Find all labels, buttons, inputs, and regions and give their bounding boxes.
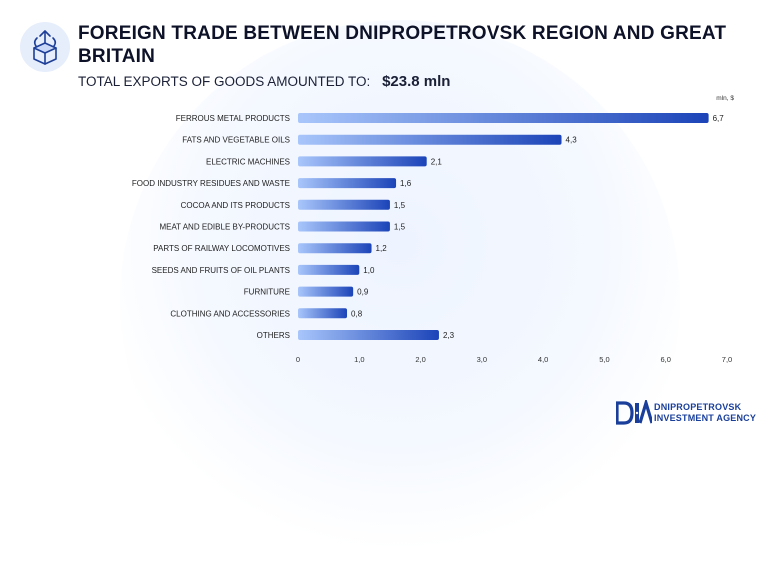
bar: [298, 264, 360, 275]
unit-label: mln, $: [716, 95, 734, 102]
dia-logo-icon: [616, 400, 652, 425]
category-label: PARTS OF RAILWAY LOCOMOTIVES: [153, 244, 290, 253]
total-exports-line: TOTAL EXPORTS OF GOODS AMOUNTED TO: $23.…: [78, 73, 450, 90]
bar: [298, 134, 562, 145]
value-label: 0,9: [357, 288, 369, 297]
category-label: SEEDS AND FRUITS OF OIL PLANTS: [152, 266, 290, 275]
bar: [298, 243, 372, 254]
exports-bar-chart: mln, $ FERROUS METAL PRODUCTS 6,7 FATS AND…: [132, 95, 734, 364]
total-exports-value: $23.8 mln: [382, 73, 451, 90]
x-tick-label: 3,0: [477, 355, 487, 364]
value-label: 2,3: [443, 331, 455, 340]
x-tick-label: 4,0: [538, 355, 548, 364]
value-label: 6,7: [713, 114, 725, 123]
category-label: CLOTHING AND ACCESSORIES: [170, 309, 290, 318]
value-label: 1,6: [400, 179, 412, 188]
x-tick-label: 7,0: [722, 355, 732, 364]
bar: [298, 178, 397, 189]
agency-name: DNIPROPETROVSK INVESTMENT AGENCY: [654, 402, 756, 424]
category-label: ELECTRIC MACHINES: [206, 157, 290, 166]
bar: [298, 330, 439, 340]
bar: [298, 113, 709, 123]
bar: [298, 308, 348, 319]
x-tick-label: 2,0: [415, 355, 425, 364]
agency-name-line-1: DNIPROPETROVSK: [654, 402, 742, 412]
category-label: COCOA AND ITS PRODUCTS: [181, 201, 290, 210]
category-label: MEAT AND EDIBLE BY-PRODUCTS: [159, 223, 290, 232]
bar: [298, 286, 354, 297]
x-tick-label: 6,0: [660, 355, 670, 364]
x-tick-label: 5,0: [599, 355, 609, 364]
bar: [298, 221, 390, 232]
category-label: FERROUS METAL PRODUCTS: [176, 114, 290, 123]
value-label: 1,5: [394, 223, 406, 232]
category-label: FOOD INDUSTRY RESIDUES AND WASTE: [132, 179, 290, 188]
value-label: 2,1: [431, 157, 443, 166]
category-label: FURNITURE: [244, 288, 290, 297]
total-exports-label: TOTAL EXPORTS OF GOODS AMOUNTED TO:: [78, 74, 371, 89]
category-label: FATS AND VEGETABLE OILS: [182, 136, 290, 145]
bar: [298, 156, 427, 167]
x-tick-label: 0: [296, 355, 300, 364]
category-label: OTHERS: [257, 331, 290, 340]
value-label: 0,8: [351, 309, 363, 318]
value-label: 1,0: [363, 266, 375, 275]
x-tick-label: 1,0: [354, 355, 364, 364]
trade-box-icon: [20, 22, 70, 72]
value-label: 4,3: [566, 136, 578, 145]
x-axis: 0 1,0 2,0 3,0 4,0 5,0 6,0 7,0: [296, 355, 732, 364]
page-title: FOREIGN TRADE BETWEEN DNIPROPETROVSK REG…: [78, 23, 727, 67]
bar: [298, 199, 390, 210]
agency-name-line-2: INVESTMENT AGENCY: [654, 413, 757, 423]
value-label: 1,2: [376, 244, 388, 253]
value-label: 1,5: [394, 201, 406, 210]
bars-group: FERROUS METAL PRODUCTS 6,7 FATS AND VEGETA…: [132, 113, 724, 340]
